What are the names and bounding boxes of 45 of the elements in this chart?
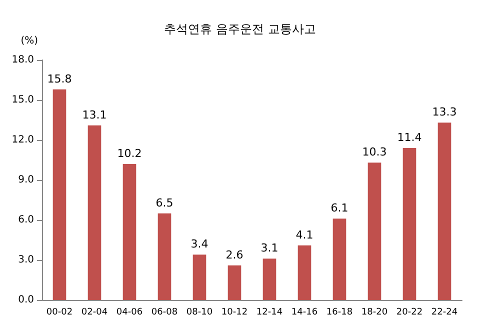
bar [228,265,242,300]
bar [192,254,206,300]
x-tick-label: 06-08 [151,308,178,318]
bar [158,213,172,300]
x-tick-label: 10-12 [221,308,248,318]
data-label: 6.1 [330,202,348,215]
y-axis-title: (%) [20,36,38,46]
y-tick-label: 0.0 [18,294,34,306]
x-tick-label: 12-14 [256,308,283,318]
data-label: 10.2 [117,147,142,160]
bar [262,258,276,300]
y-tick-label: 9.0 [18,174,34,186]
data-label: 3.1 [260,242,278,255]
y-tick-label: 12.0 [12,134,34,146]
data-label: 11.4 [397,131,422,144]
y-tick-label: 6.0 [18,214,34,226]
x-tick-label: 20-22 [396,308,423,318]
data-label: 15.8 [47,72,72,86]
y-tick-label: 18.0 [12,54,34,66]
data-label: 13.3 [432,106,457,119]
x-tick-label: 02-04 [81,308,108,318]
x-tick-label: 16-18 [326,308,353,318]
bar [402,148,416,300]
chart-title: 추석연휴 음주운전 교통사고 [164,22,316,36]
bar [368,162,382,300]
bar [88,125,102,300]
y-tick-label: 15.0 [12,94,34,106]
data-label: 6.5 [156,196,174,210]
data-label: 10.3 [362,146,387,159]
x-tick-label: 18-20 [361,308,388,318]
bar [438,122,452,300]
bar [332,218,346,300]
data-label: 2.6 [226,248,244,262]
data-label: 3.4 [190,238,208,251]
bar [298,245,312,300]
x-tick-label: 08-10 [186,308,213,318]
x-tick-label: 04-06 [116,308,143,318]
x-tick-label: 14-16 [291,308,318,318]
bar [122,164,136,300]
data-label: 13.1 [82,108,107,122]
x-tick-label: 00-02 [46,308,73,318]
bar [52,89,66,300]
y-tick-label: 3.0 [18,254,34,266]
x-tick-label: 22-24 [431,308,458,318]
data-label: 4.1 [296,228,314,242]
